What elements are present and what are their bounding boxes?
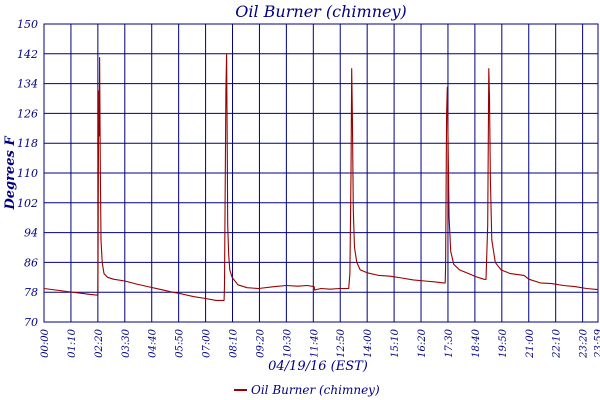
x-tick-label: 18:40 bbox=[471, 328, 482, 357]
y-tick-label: 150 bbox=[17, 18, 38, 31]
y-tick-label: 78 bbox=[24, 286, 38, 299]
x-axis-label: 04/19/16 (EST) bbox=[268, 359, 368, 374]
legend: Oil Burner (chimney) bbox=[234, 383, 380, 397]
x-tick-label: 17:30 bbox=[444, 328, 455, 357]
y-tick-label: 110 bbox=[17, 167, 38, 180]
y-tick-label: 102 bbox=[17, 197, 38, 210]
x-tick-label: 03:30 bbox=[121, 328, 132, 357]
y-axis-label: Degrees F bbox=[3, 136, 18, 211]
x-tick-label: 14:00 bbox=[363, 328, 374, 357]
y-tick-label: 118 bbox=[17, 137, 38, 150]
series-line-0 bbox=[43, 53, 599, 301]
x-tick-label: 01:10 bbox=[67, 328, 78, 357]
x-tick-label: 16:20 bbox=[417, 328, 428, 357]
chart-title: Oil Burner (chimney) bbox=[235, 2, 407, 21]
y-axis-ticks: 70 78 86 94 102 110 118 126 134 142 150 bbox=[17, 18, 38, 329]
x-tick-label: 15:10 bbox=[390, 328, 401, 357]
x-tick-label: 02:20 bbox=[94, 328, 105, 357]
x-tick-label: 11:40 bbox=[309, 328, 320, 357]
y-tick-label: 142 bbox=[17, 48, 38, 61]
y-tick-label: 126 bbox=[17, 107, 38, 120]
gridlines bbox=[44, 24, 598, 322]
x-tick-label: 00:00 bbox=[40, 328, 51, 357]
series-layer bbox=[43, 53, 599, 301]
y-tick-label: 134 bbox=[17, 78, 38, 91]
legend-label: Oil Burner (chimney) bbox=[251, 383, 380, 397]
x-tick-label: 22:10 bbox=[552, 328, 563, 358]
x-tick-label: 10:30 bbox=[282, 328, 293, 357]
y-tick-label: 86 bbox=[24, 256, 38, 269]
x-tick-label: 05:50 bbox=[175, 328, 186, 357]
x-tick-label: 08:10 bbox=[229, 328, 240, 357]
x-tick-label: 21:00 bbox=[525, 328, 536, 358]
x-tick-label: 12:50 bbox=[336, 328, 347, 357]
x-tick-label: 04:40 bbox=[148, 328, 159, 357]
x-tick-label: 23:59 bbox=[594, 328, 600, 358]
y-tick-label: 94 bbox=[24, 227, 38, 240]
x-tick-label: 09:20 bbox=[255, 328, 266, 357]
x-axis-ticks: 00:00 01:10 02:20 03:30 04:40 05:50 07:00 08:10… bbox=[40, 328, 600, 358]
x-tick-label: 19:50 bbox=[498, 328, 509, 357]
y-tick-label: 70 bbox=[24, 316, 38, 329]
x-tick-label: 23:20 bbox=[579, 328, 590, 358]
x-tick-label: 07:00 bbox=[202, 328, 213, 357]
